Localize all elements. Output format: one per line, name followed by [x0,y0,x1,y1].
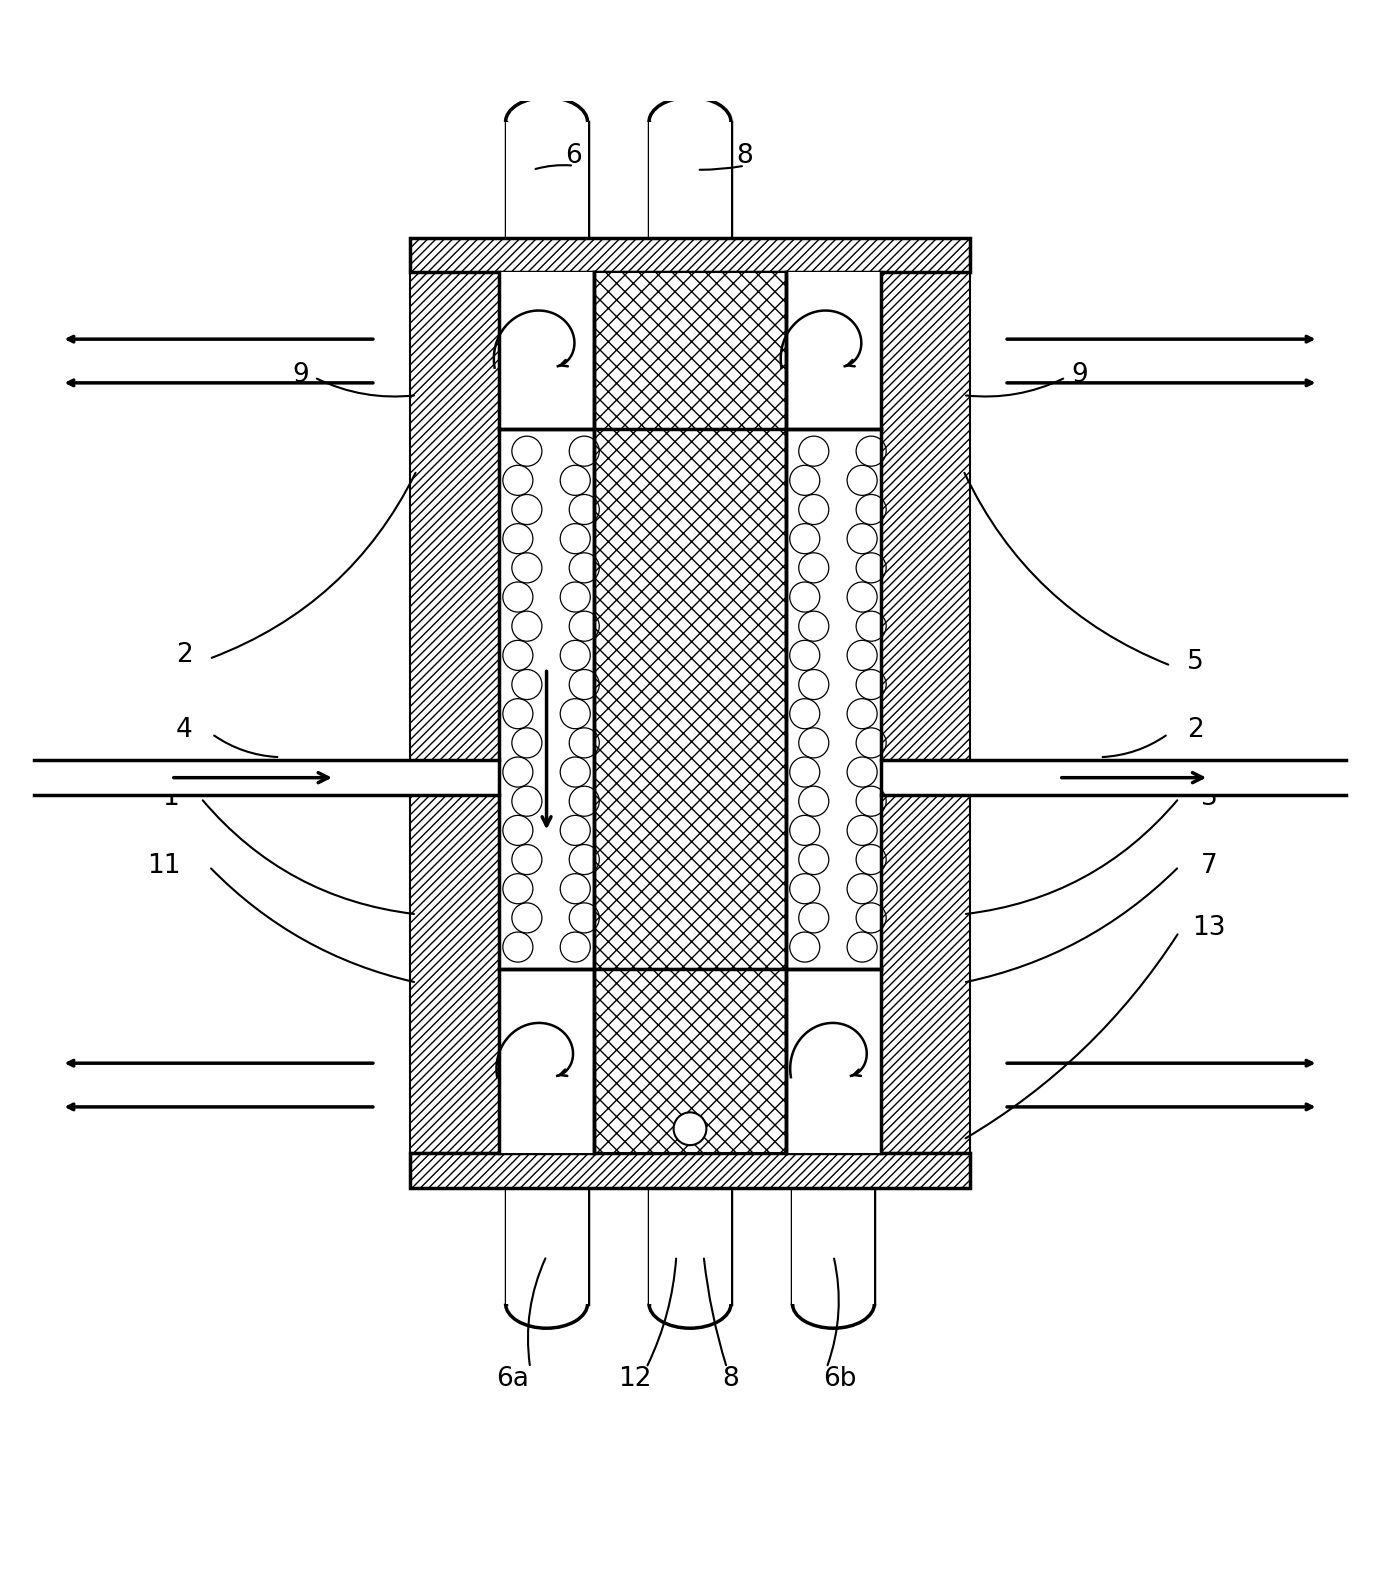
Text: 2: 2 [177,642,193,668]
Text: 12: 12 [618,1365,653,1392]
Text: 2: 2 [1187,717,1203,742]
Text: 5: 5 [1187,648,1203,675]
Bar [498,271,595,430]
Text: 7: 7 [1201,854,1217,880]
Bar [595,271,785,430]
Bar [505,122,588,238]
Bar [785,271,882,430]
Bar [649,1188,731,1304]
Bar [410,271,498,1153]
Text: 13: 13 [1192,915,1225,941]
Bar [882,271,970,1153]
Text: 9: 9 [1071,362,1087,388]
Bar [410,238,970,271]
Text: 9: 9 [293,362,309,388]
Bar [882,759,1346,795]
Text: 1: 1 [163,784,179,811]
Circle shape [673,1112,707,1145]
Bar [595,970,785,1153]
Text: 3: 3 [1201,784,1217,811]
Bar [34,759,498,795]
Bar [785,970,882,1153]
Bar [410,1153,970,1188]
Text: 6: 6 [566,143,582,169]
Bar [792,1188,875,1304]
Text: 6a: 6a [495,1365,529,1392]
Bar [505,1188,588,1304]
Text: 8: 8 [737,143,753,169]
Bar [649,122,731,238]
Text: 11: 11 [148,854,181,880]
Text: 6b: 6b [824,1365,857,1392]
Bar [498,430,595,970]
Text: 4: 4 [177,717,193,742]
Text: 8: 8 [723,1365,740,1392]
Bar [498,970,595,1153]
Bar [595,430,785,970]
Bar [785,430,882,970]
